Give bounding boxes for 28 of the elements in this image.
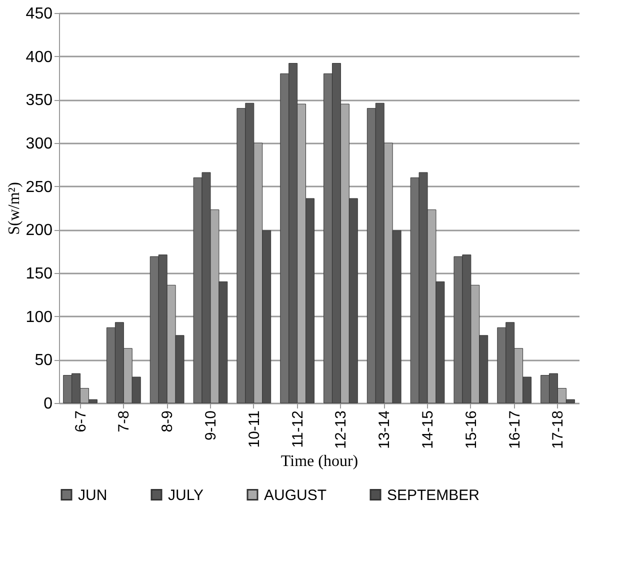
y-axis-title: S(w/m²) — [6, 182, 23, 235]
y-tick-label: 50 — [34, 352, 53, 370]
y-tick-label: 350 — [26, 92, 53, 110]
x-tick-label: 12-13 — [332, 410, 350, 449]
y-tick-label: 200 — [26, 222, 53, 240]
x-tick-label: 16-17 — [506, 410, 524, 449]
x-tick-label: 17-18 — [550, 410, 567, 449]
y-tick-label: 150 — [26, 266, 53, 282]
legend-label: JUN — [78, 486, 108, 504]
y-tick-label: 300 — [26, 136, 53, 152]
y-tick-label: 0 — [44, 396, 53, 412]
legend-label: JULY — [168, 486, 204, 504]
y-tick-label: 250 — [26, 178, 53, 196]
x-tick-label: 11-12 — [289, 410, 306, 448]
x-axis-title: Time (hour) — [280, 452, 358, 470]
legend-label: SEPTEMBER — [387, 486, 480, 504]
x-tick-label: 13-14 — [376, 410, 394, 449]
y-tick-label: 450 — [26, 6, 53, 22]
y-tick-label: 100 — [26, 308, 53, 326]
x-tick-label: 15-16 — [462, 410, 480, 449]
x-tick-label: 14-15 — [420, 410, 437, 449]
x-tick-label: 10-11 — [246, 410, 263, 448]
x-tick-label: 9-10 — [202, 410, 220, 441]
y-tick-label: 400 — [26, 48, 53, 66]
legend-label: AUGUST — [264, 486, 327, 504]
x-tick-label: 7-8 — [116, 410, 133, 432]
x-tick-label: 8-9 — [159, 410, 176, 432]
x-tick-label: 6-7 — [72, 410, 90, 432]
